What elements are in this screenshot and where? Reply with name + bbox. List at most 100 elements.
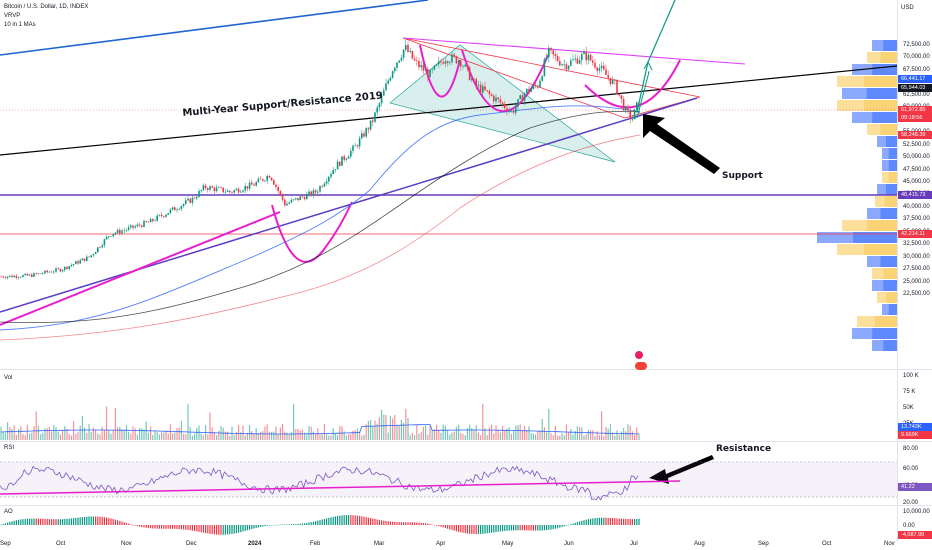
candle-body — [532, 84, 535, 89]
volume-bar — [541, 418, 543, 440]
ao-bar — [473, 525, 475, 535]
candle-body — [563, 64, 565, 65]
candle-body — [116, 229, 119, 233]
volume-bar — [616, 430, 618, 440]
volume-bar — [46, 428, 48, 440]
candle-body — [479, 84, 482, 93]
ao-bar — [376, 519, 378, 525]
ao-bar — [570, 524, 572, 525]
ao-bar — [528, 525, 530, 531]
ao-bar — [607, 517, 609, 525]
price-tick-label: 22,500.00 — [903, 291, 930, 297]
price-axis[interactable]: USD — [897, 0, 932, 541]
candle-body — [438, 61, 440, 65]
ao-bar — [178, 525, 180, 530]
volume-bar — [403, 422, 405, 440]
volume-profile-bar — [867, 208, 897, 219]
vrvp-indicator-label[interactable]: VRVP — [4, 13, 21, 19]
candle-body — [552, 50, 554, 55]
symbol-title[interactable]: Bitcoin / U.S. Dollar, 1D, INDEX — [4, 4, 89, 10]
ao-bar — [462, 525, 464, 533]
time-tick-label: Nov — [884, 541, 895, 547]
pane-separator-rsi[interactable] — [0, 441, 932, 442]
candle-body — [501, 102, 504, 104]
ao-bar — [440, 525, 442, 527]
volume-bar — [502, 426, 504, 440]
volume-bar — [37, 425, 39, 440]
currency-label[interactable]: USD — [901, 5, 914, 11]
volume-bar — [286, 432, 288, 440]
candle-body — [605, 69, 607, 75]
volume-profile-bar — [888, 148, 897, 159]
candle-body — [114, 232, 117, 235]
candle-body — [224, 191, 227, 193]
ao-bar — [180, 525, 182, 530]
price-tag: 66,441.17 — [898, 75, 932, 83]
volume-profile-bar — [886, 136, 897, 147]
ao-bar — [565, 525, 567, 526]
candle-body — [92, 254, 95, 256]
ma-indicator-label[interactable]: 10 in 1 MAs — [4, 22, 36, 28]
candle-body — [347, 156, 350, 159]
candle-body — [440, 61, 442, 63]
candle-body — [167, 213, 169, 215]
candle-body — [422, 65, 425, 71]
candle-body — [636, 102, 638, 110]
ao-bar — [343, 515, 345, 525]
volume-bar — [510, 433, 512, 440]
event-icon[interactable] — [635, 351, 643, 359]
volume-bar — [400, 419, 402, 440]
ao-bar — [359, 515, 361, 525]
volume-bar — [62, 430, 64, 440]
candle-body — [299, 196, 301, 201]
ao-bar — [354, 515, 356, 525]
candle-body — [633, 109, 636, 120]
ao-bar — [134, 525, 136, 526]
pane-separator-ao[interactable] — [0, 505, 932, 506]
volume-bar — [26, 424, 28, 440]
ao-bar — [519, 525, 521, 531]
candle-body — [262, 179, 264, 181]
ao-bar — [57, 519, 59, 525]
volume-bar — [464, 435, 466, 440]
pane-separator-volume[interactable] — [0, 369, 932, 370]
volume-profile-bar — [852, 64, 897, 75]
resistance-label: Resistance — [716, 444, 772, 454]
cup-arc-3 — [461, 49, 549, 113]
ao-bar — [64, 518, 66, 525]
candle-body — [576, 58, 579, 64]
volume-bar — [337, 434, 339, 440]
volume-bar — [178, 427, 180, 440]
ao-bar — [42, 518, 44, 525]
ao-bar — [277, 524, 279, 526]
candle-body — [103, 239, 106, 246]
price-chart[interactable] — [0, 0, 897, 550]
volume-bar — [194, 433, 196, 440]
ao-bar — [143, 525, 145, 528]
candle-body — [603, 65, 605, 70]
candle-body — [176, 209, 178, 211]
ao-bar — [244, 525, 246, 531]
ao-bar — [548, 525, 550, 530]
ao-pane-label[interactable]: AO — [4, 509, 13, 515]
ao-bar — [271, 525, 273, 526]
candle-body — [539, 80, 541, 88]
candle-body — [264, 180, 266, 182]
candle-body — [200, 190, 202, 191]
flag-icon[interactable] — [635, 362, 647, 370]
candle-body — [196, 196, 198, 199]
volume-bar — [88, 424, 90, 440]
ao-bar — [383, 520, 385, 525]
volume-bar — [554, 425, 556, 440]
candle-body — [178, 209, 180, 210]
candle-body — [497, 97, 499, 100]
candle-body — [154, 220, 156, 222]
candle-body — [486, 90, 488, 91]
price-tick-label: 30,000.00 — [903, 253, 930, 260]
volume-profile-bar — [866, 220, 897, 231]
ao-bar — [202, 525, 204, 533]
candle-body — [427, 69, 429, 78]
volume-bar — [106, 406, 108, 440]
rsi-pane-label[interactable]: RSI — [4, 445, 15, 451]
volume-pane-label[interactable]: Vol — [4, 375, 13, 381]
